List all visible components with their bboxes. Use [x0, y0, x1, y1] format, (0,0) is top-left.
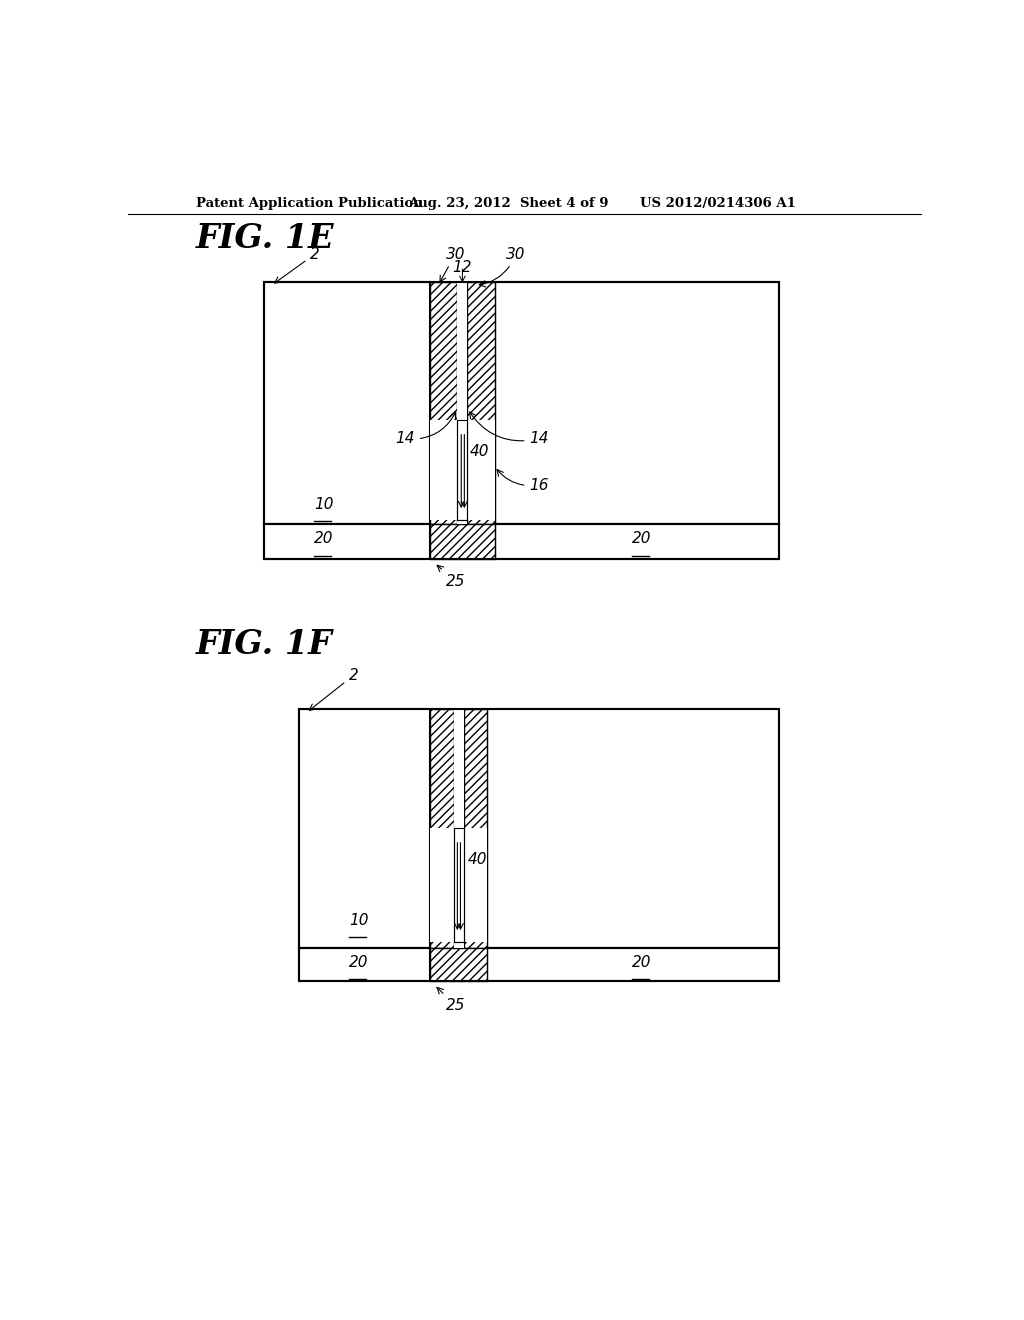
Bar: [299, 709, 779, 981]
Text: 10: 10: [314, 496, 334, 512]
Bar: [263, 281, 779, 558]
Text: 2: 2: [309, 668, 358, 710]
Text: 20: 20: [632, 954, 651, 970]
Text: FIG. 1F: FIG. 1F: [197, 628, 333, 661]
Bar: [430, 709, 454, 948]
Text: 25: 25: [437, 987, 465, 1012]
Text: Patent Application Publication: Patent Application Publication: [197, 197, 423, 210]
Text: 40: 40: [467, 851, 487, 867]
Bar: [430, 829, 486, 942]
Text: 14: 14: [470, 412, 549, 446]
Bar: [454, 829, 464, 942]
Bar: [430, 281, 458, 524]
Text: 40: 40: [470, 444, 489, 458]
Text: 14: 14: [395, 412, 456, 446]
Text: 30: 30: [440, 247, 465, 282]
Text: Aug. 23, 2012  Sheet 4 of 9: Aug. 23, 2012 Sheet 4 of 9: [409, 197, 609, 210]
Text: 10: 10: [349, 912, 369, 928]
Bar: [486, 948, 779, 981]
Text: US 2012/0214306 A1: US 2012/0214306 A1: [640, 197, 796, 210]
Bar: [299, 948, 430, 981]
Text: 20: 20: [314, 532, 334, 546]
Bar: [430, 524, 495, 558]
Bar: [430, 420, 495, 520]
Bar: [263, 281, 430, 524]
Text: 20: 20: [632, 532, 651, 546]
Bar: [495, 281, 779, 524]
Text: 2: 2: [274, 247, 319, 282]
Bar: [454, 709, 464, 948]
Bar: [430, 948, 486, 981]
Bar: [467, 281, 495, 524]
Text: 20: 20: [349, 954, 369, 970]
Bar: [458, 281, 467, 524]
Bar: [299, 709, 430, 948]
Text: FIG. 1E: FIG. 1E: [197, 222, 335, 255]
Bar: [263, 524, 430, 558]
Bar: [464, 709, 486, 948]
Text: 25: 25: [437, 565, 465, 589]
Text: 16: 16: [497, 470, 549, 492]
Bar: [458, 420, 467, 520]
Bar: [495, 524, 779, 558]
Text: 30: 30: [479, 247, 525, 286]
Bar: [486, 709, 779, 948]
Text: 12: 12: [453, 260, 472, 275]
